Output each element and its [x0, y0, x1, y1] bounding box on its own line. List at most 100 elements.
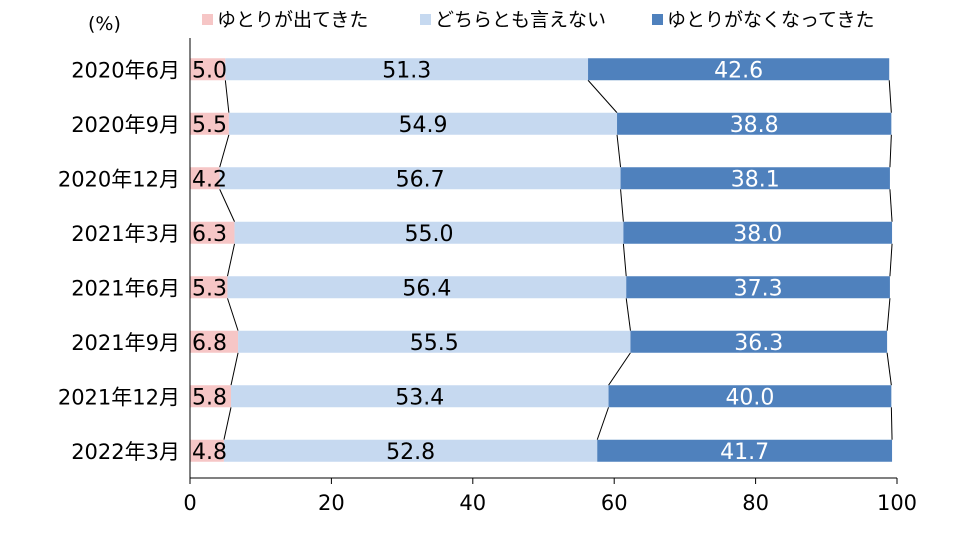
- series-line: [620, 189, 624, 222]
- bar-segment: [190, 221, 235, 244]
- bar-segment: [626, 276, 890, 299]
- data-label: 37.3: [734, 276, 783, 301]
- category-label: 2021年12月: [58, 385, 180, 409]
- data-label: 38.0: [733, 222, 782, 247]
- bar-segment: [190, 385, 232, 408]
- data-label: 36.3: [734, 331, 783, 356]
- data-label: 5.3: [192, 276, 227, 301]
- x-tick-label: 0: [183, 491, 196, 515]
- bar-segment: [190, 330, 239, 353]
- data-label: 38.1: [731, 167, 780, 192]
- legend-item: ゆとりがなくなってきた: [652, 9, 874, 31]
- data-label: 55.0: [404, 222, 453, 247]
- legend-item: ゆとりが出てきた: [202, 9, 368, 31]
- data-label: 42.6: [714, 58, 763, 83]
- bars: [190, 58, 893, 462]
- data-label: 5.8: [192, 385, 227, 410]
- value-labels: 5.0 51.3 42.6 5.5 54.9 38.8 4.2 56.7 38.1 6.3 55.0…: [192, 58, 783, 465]
- series-line: [886, 298, 891, 331]
- series-line: [226, 298, 239, 331]
- data-label: 51.3: [382, 58, 431, 83]
- x-tick-label: 40: [459, 491, 486, 515]
- bar-segment: [190, 112, 229, 135]
- x-tick-label: 20: [318, 491, 345, 515]
- legend-label: ゆとりが出てきた: [217, 9, 368, 31]
- x-tick-label: 100: [877, 491, 917, 515]
- bar-segment: [228, 112, 618, 135]
- bar-segment: [617, 112, 892, 135]
- x-axis: 0 20 40 60 80 100: [183, 38, 917, 515]
- data-label: 6.3: [192, 222, 227, 247]
- data-label: 52.8: [386, 440, 435, 465]
- bar-segment: [588, 58, 890, 81]
- data-label: 54.9: [398, 113, 447, 138]
- x-tick-label: 80: [742, 491, 769, 515]
- bar-segment: [234, 221, 624, 244]
- data-label: 4.8: [192, 440, 227, 465]
- bar-segment: [223, 439, 598, 462]
- bar-segment: [630, 330, 888, 353]
- category-label: 2020年6月: [71, 58, 180, 82]
- category-labels: 2020年6月 2020年9月 2020年12月 2021年3月 2021年6月 2021…: [58, 58, 180, 464]
- legend-label: どちらとも言えない: [435, 9, 606, 31]
- data-label: 38.8: [730, 113, 779, 138]
- series-line: [596, 407, 610, 440]
- bar-segment: [190, 58, 226, 81]
- series-line: [616, 134, 622, 168]
- data-label: 56.7: [396, 167, 445, 192]
- bar-segment: [190, 167, 220, 190]
- legend-swatch: [652, 14, 663, 25]
- series-line: [608, 352, 631, 386]
- data-label: 6.8: [192, 331, 227, 356]
- category-label: 2021年6月: [71, 276, 180, 300]
- data-label: 55.5: [410, 331, 459, 356]
- bar-segment: [190, 439, 224, 462]
- series-line: [223, 407, 232, 440]
- bar-segment: [608, 385, 892, 408]
- bar-segment: [623, 221, 893, 244]
- category-label: 2020年9月: [71, 113, 180, 137]
- data-label: 4.2: [192, 167, 227, 192]
- series-line: [889, 134, 892, 168]
- legend-swatch: [420, 14, 431, 25]
- series-line: [587, 79, 618, 114]
- series-line: [226, 243, 236, 277]
- series-line: [219, 134, 230, 168]
- data-label: 41.7: [720, 440, 769, 465]
- legend: ゆとりが出てきた どちらとも言えない ゆとりがなくなってきた: [202, 9, 874, 31]
- x-tick-label: 60: [601, 491, 628, 515]
- unit-label: (%): [88, 13, 121, 35]
- series-line: [224, 80, 230, 113]
- data-label: 56.4: [402, 276, 451, 301]
- data-label: 5.0: [192, 58, 227, 83]
- bar-segment: [190, 276, 228, 299]
- bar-segment: [225, 58, 589, 81]
- series-line: [886, 352, 892, 386]
- legend-swatch: [202, 14, 213, 25]
- series-line: [219, 189, 235, 222]
- bar-segment: [597, 439, 893, 462]
- bar-segment: [219, 167, 621, 190]
- data-label: 40.0: [725, 385, 774, 410]
- series-line: [230, 352, 239, 386]
- series-line: [622, 243, 627, 277]
- bar-segment: [227, 276, 627, 299]
- category-label: 2020年12月: [58, 167, 180, 191]
- category-label: 2022年3月: [71, 440, 180, 464]
- data-label: 53.4: [395, 385, 444, 410]
- bar-segment: [231, 385, 609, 408]
- legend-label: ゆとりがなくなってきた: [667, 9, 874, 31]
- category-label: 2021年9月: [71, 331, 180, 355]
- bar-segment: [238, 330, 631, 353]
- series-lines: [219, 79, 893, 440]
- series-line: [889, 243, 893, 277]
- bar-segment: [620, 167, 890, 190]
- series-line: [890, 407, 893, 440]
- category-label: 2021年3月: [71, 222, 180, 246]
- series-line: [888, 80, 892, 113]
- series-line: [625, 298, 631, 331]
- legend-item: どちらとも言えない: [420, 9, 606, 31]
- series-line: [889, 189, 893, 222]
